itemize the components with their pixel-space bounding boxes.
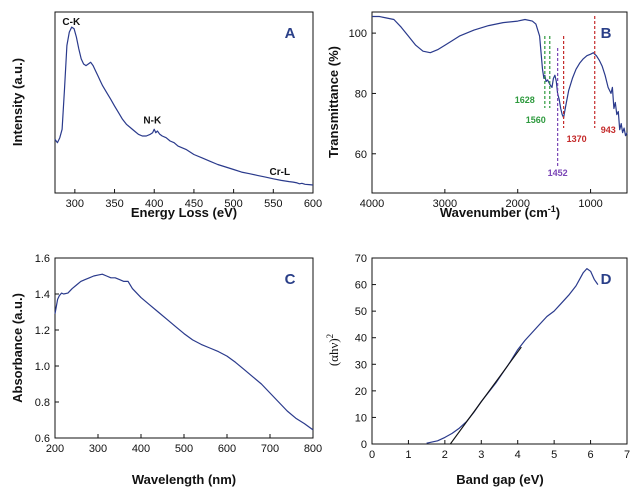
x-axis-label: Wavenumber (cm-1): [440, 204, 560, 220]
y-tick-label: 1.2: [35, 325, 50, 337]
annotation-c-k: C-K: [62, 17, 81, 28]
y-tick-label: 80: [355, 88, 367, 100]
x-tick-label: 1000: [578, 198, 602, 210]
y-tick-label: 1.0: [35, 361, 50, 373]
linear-fit-line: [449, 346, 522, 445]
y-tick-label: 70: [355, 253, 367, 265]
x-tick-label: 400: [145, 198, 163, 210]
annotation-n-k: N-K: [143, 115, 162, 126]
x-axis-label-end: ): [556, 205, 560, 220]
plot-frame: [371, 11, 628, 194]
y-axis-label: (αhν)2: [325, 334, 341, 366]
annotation-cr-l: Cr-L: [270, 167, 291, 178]
series-line: [426, 268, 599, 444]
x-tick-label: 700: [261, 443, 279, 455]
x-axis-label-superscript: -1: [548, 204, 556, 214]
y-tick-label: 100: [349, 28, 367, 40]
series-line: [54, 26, 314, 186]
y-tick-label: 0: [361, 439, 367, 451]
y-tick-label: 60: [355, 149, 367, 161]
panel-letter: C: [285, 271, 296, 288]
panel-b: 4000 3000 2000 1000 60 80 100 1628 1560 1452 1370 9…: [326, 11, 628, 220]
y-tick-label: 1.6: [35, 253, 50, 265]
x-axis-label: Wavelength (nm): [132, 472, 236, 487]
y-tick-label: 20: [355, 386, 367, 398]
y-tick-label: 30: [355, 359, 367, 371]
x-tick-label: 600: [304, 198, 322, 210]
x-tick-label: 2000: [505, 198, 529, 210]
x-tick-label: 5: [551, 449, 557, 461]
marker-label-1370: 1370: [567, 134, 587, 144]
marker-label-1628: 1628: [515, 95, 535, 105]
y-tick-label: 10: [355, 412, 367, 424]
panel-letter: A: [285, 25, 296, 42]
x-tick-label: 6: [588, 449, 594, 461]
x-tick-label: 3000: [433, 198, 457, 210]
x-axis-label: Band gap (eV): [456, 472, 543, 487]
y-axis-label: Transmittance (%): [326, 46, 341, 158]
x-tick-label: 550: [264, 198, 282, 210]
x-tick-label: 200: [46, 443, 64, 455]
plot-frame: [54, 11, 314, 194]
x-tick-label: 300: [66, 198, 84, 210]
plot-frame: [54, 257, 314, 439]
x-tick-label: 450: [185, 198, 203, 210]
series-line: [54, 273, 314, 431]
x-tick-label: 4: [515, 449, 521, 461]
marker-label-1560: 1560: [526, 115, 546, 125]
panel-letter: B: [601, 25, 612, 42]
x-tick-label: 350: [105, 198, 123, 210]
y-tick-label: 1.4: [35, 289, 50, 301]
x-tick-label: 600: [218, 443, 236, 455]
y-tick-label: 40: [355, 333, 367, 345]
series-line: [372, 15, 628, 137]
marker-label-1452: 1452: [548, 168, 568, 178]
x-axis-label: Energy Loss (eV): [131, 205, 237, 220]
x-tick-label: 500: [224, 198, 242, 210]
y-tick-label: 0.6: [35, 433, 50, 445]
y-axis-label-superscript: 2: [325, 334, 335, 339]
x-tick-label: 300: [89, 443, 107, 455]
x-tick-label: 4000: [360, 198, 384, 210]
x-tick-label: 0: [369, 449, 375, 461]
panel-c: 200 300 400 500 600 700 800 0.6 0.8 1.0 1.2 1.4 1.6 C…: [10, 253, 322, 487]
panel-a: 300 350 400 450 500 550 600 C-K N-K Cr-L A Energy L…: [10, 11, 322, 220]
marker-label-943: 943: [601, 125, 616, 135]
y-tick-label: 50: [355, 306, 367, 318]
y-tick-label: 60: [355, 280, 367, 292]
panel-letter: D: [601, 271, 612, 288]
plot-frame: [371, 257, 628, 445]
y-axis-label: Intensity (a.u.): [10, 58, 25, 146]
y-axis-label: Absorbance (a.u.): [10, 293, 25, 403]
x-tick-label: 500: [175, 443, 193, 455]
y-tick-label: 0.8: [35, 397, 50, 409]
x-tick-label: 800: [304, 443, 322, 455]
x-tick-label: 7: [624, 449, 630, 461]
x-tick-label: 3: [478, 449, 484, 461]
x-tick-label: 400: [132, 443, 150, 455]
x-tick-label: 1: [405, 449, 411, 461]
x-tick-label: 2: [442, 449, 448, 461]
